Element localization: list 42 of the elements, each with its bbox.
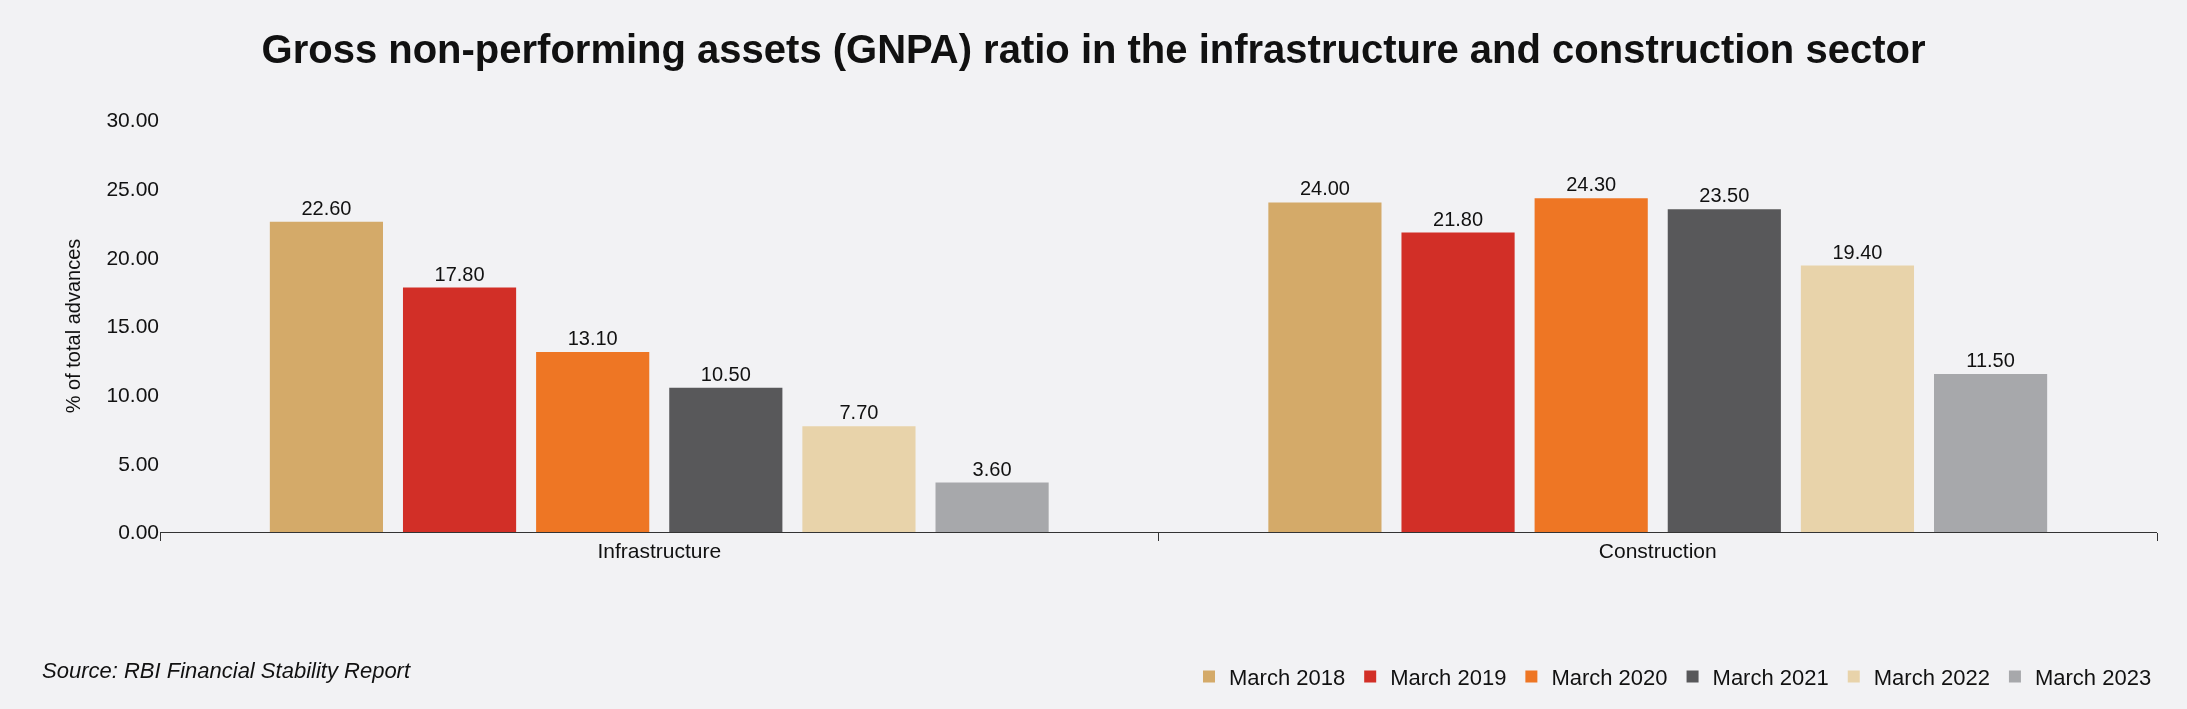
y-tick-label: 25.00 bbox=[106, 177, 159, 201]
data-label: 3.60 bbox=[972, 457, 1012, 480]
data-label: 11.50 bbox=[1966, 349, 2015, 372]
bar bbox=[1401, 232, 1515, 532]
bar bbox=[802, 426, 916, 532]
data-label: 7.70 bbox=[839, 401, 879, 424]
data-label: 13.10 bbox=[567, 327, 618, 350]
bar bbox=[1667, 209, 1781, 532]
legend-label: March 2023 bbox=[2034, 664, 2152, 690]
y-tick-label: 10.00 bbox=[106, 383, 159, 407]
data-label: 22.60 bbox=[301, 196, 352, 219]
y-tick-label: 30.00 bbox=[106, 108, 159, 132]
source-note: Source: RBI Financial Stability Report bbox=[42, 658, 411, 683]
y-axis-title: % of total advances bbox=[61, 238, 84, 414]
y-tick-label: 15.00 bbox=[106, 314, 159, 338]
data-label: 24.00 bbox=[1299, 177, 1350, 200]
data-label: 19.40 bbox=[1832, 240, 1883, 263]
legend-label: March 2022 bbox=[1873, 664, 1990, 690]
data-label: 23.50 bbox=[1699, 184, 1750, 207]
bar bbox=[402, 287, 517, 532]
bar bbox=[1534, 198, 1648, 532]
y-tick-label: 5.00 bbox=[118, 451, 159, 475]
x-tick-label: Construction bbox=[1598, 539, 1717, 563]
legend-label: March 2019 bbox=[1390, 664, 1507, 690]
bar bbox=[536, 352, 650, 532]
chart-title: Gross non-performing assets (GNPA) ratio in the infrastructure and construction sector bbox=[261, 27, 1926, 72]
legend-label: March 2021 bbox=[1712, 664, 1829, 690]
legend-label: March 2018 bbox=[1229, 664, 1346, 690]
data-label: 17.80 bbox=[434, 262, 485, 285]
bar bbox=[669, 387, 783, 532]
legend-label: March 2020 bbox=[1551, 664, 1668, 690]
data-label: 10.50 bbox=[700, 362, 751, 385]
bar bbox=[1268, 202, 1382, 532]
bar bbox=[1934, 374, 2048, 532]
bar bbox=[935, 482, 1049, 532]
x-tick-label: Infrastructure bbox=[597, 539, 722, 563]
bar bbox=[1800, 265, 1915, 532]
y-tick-label: 20.00 bbox=[106, 245, 159, 269]
data-label: 24.30 bbox=[1566, 173, 1617, 196]
y-tick-label: 0.00 bbox=[118, 520, 159, 544]
bar bbox=[269, 221, 383, 532]
data-label: 21.80 bbox=[1433, 207, 1484, 230]
